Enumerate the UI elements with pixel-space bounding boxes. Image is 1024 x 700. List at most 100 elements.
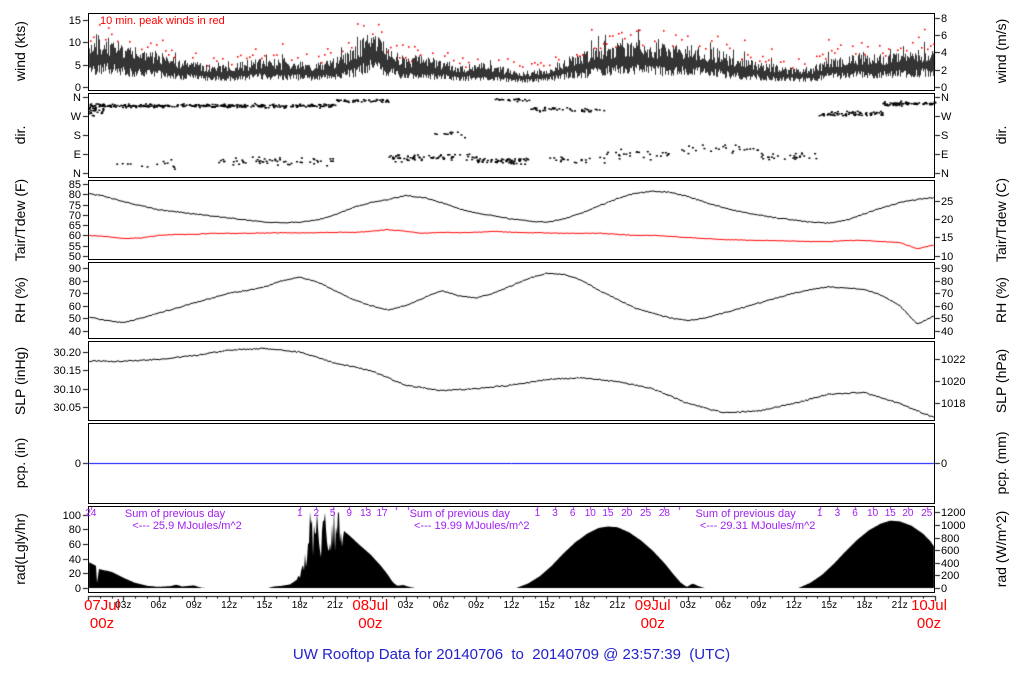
ytick-right-rh: 50 <box>941 312 954 325</box>
ytick-right-rad: 1000 <box>941 519 966 532</box>
ytick-left-rh: 40 <box>68 325 81 338</box>
ytick-left-rad: 60 <box>68 538 81 551</box>
ytick-left-rh: 60 <box>68 300 81 313</box>
time-minor-label: 18z <box>856 600 873 611</box>
ytick-right-temp: 15 <box>941 231 954 244</box>
ytick-left-temp: 85 <box>68 178 81 191</box>
time-major-z: 00z <box>916 615 942 632</box>
ytick-left-slp: 30.10 <box>53 383 81 396</box>
time-major-date: 10Jul <box>911 597 947 614</box>
ytick-right-rad: 200 <box>941 569 960 582</box>
ytick-left-slp: 30.05 <box>53 401 81 414</box>
time-minor-label: 09z <box>750 600 767 611</box>
panel-humidity <box>88 262 935 339</box>
y-axis-label-left-temp: Tair/Tdew (F) <box>12 178 28 262</box>
ytick-right-rad: 1200 <box>941 506 966 519</box>
ytick-left-temp: 50 <box>68 250 81 263</box>
time-minor-label: 18z <box>291 600 308 611</box>
y-axis-label-right-dir: dir. <box>993 125 1009 145</box>
ytick-right-temp: 10 <box>941 250 954 263</box>
panel-wind <box>88 13 935 91</box>
ytick-left-rad: 0 <box>74 582 81 595</box>
ytick-left-wind: 15 <box>68 14 81 27</box>
time-minor-label: 21z <box>326 600 344 611</box>
time-minor-label: 03z <box>115 600 132 611</box>
y-axis-label-left-rh: RH (%) <box>12 277 28 323</box>
ytick-right-dir: W <box>941 110 952 123</box>
y-axis-label-left-dir: dir. <box>12 125 28 145</box>
ytick-left-rad: 40 <box>68 553 81 566</box>
ytick-left-dir: N <box>73 167 81 180</box>
ytick-right-dir: N <box>941 91 949 104</box>
ytick-right-rad: 0 <box>941 582 948 595</box>
ytick-right-wind: 2 <box>941 64 948 77</box>
ytick-left-temp: 80 <box>68 188 81 201</box>
ytick-left-rh: 70 <box>68 287 81 300</box>
panel-temperature <box>88 180 935 260</box>
ytick-left-slp: 30.20 <box>53 346 81 359</box>
ytick-left-pcp: 0 <box>74 457 81 470</box>
y-axis-label-left-rad: rad(Lgly/hr) <box>12 513 28 585</box>
ytick-right-pcp: 0 <box>941 457 948 470</box>
ytick-left-dir: W <box>70 110 81 123</box>
panel-direction <box>88 93 935 178</box>
time-minor-label: 09z <box>468 600 485 611</box>
ytick-right-rad: 400 <box>941 557 960 570</box>
time-minor-label: 21z <box>891 600 908 611</box>
time-minor-label: 06z <box>715 600 732 611</box>
ytick-right-temp: 20 <box>941 213 954 226</box>
ytick-left-wind: 0 <box>74 81 81 94</box>
ytick-left-temp: 75 <box>68 199 81 212</box>
y-axis-label-right-wind: wind (m/s) <box>993 18 1009 84</box>
ytick-left-slp: 30.15 <box>53 364 81 377</box>
time-minor-label: 09z <box>185 600 202 611</box>
y-axis-label-left-slp: SLP (inHg) <box>12 346 28 416</box>
ytick-right-slp: 1020 <box>941 375 966 388</box>
ytick-right-dir: N <box>941 167 949 180</box>
time-minor-label: 15z <box>256 600 273 611</box>
ytick-left-wind: 5 <box>74 59 81 72</box>
ytick-right-slp: 1022 <box>941 353 966 366</box>
time-minor-label: 06z <box>150 600 167 611</box>
ytick-left-temp: 60 <box>68 229 81 242</box>
y-axis-label-left-pcp: pcp. (in) <box>12 437 28 489</box>
y-axis-label-left-wind: wind (kts) <box>12 21 28 81</box>
ytick-left-rad: 80 <box>68 523 81 536</box>
time-minor-label: 03z <box>679 600 697 611</box>
time-minor-label: 15z <box>821 600 838 611</box>
time-minor-label: 03z <box>397 600 414 611</box>
time-minor-label: 15z <box>538 600 555 611</box>
ytick-left-rh: 90 <box>68 262 81 275</box>
time-major-z: 00z <box>358 615 383 632</box>
time-minor-label: 12z <box>503 600 520 611</box>
ytick-left-dir: E <box>73 148 81 161</box>
ytick-right-wind: 8 <box>941 12 948 25</box>
ytick-left-rh: 50 <box>68 312 81 325</box>
chart-title: UW Rooftop Data for 20140706 to 20140709… <box>292 646 731 663</box>
ytick-left-rad: 100 <box>62 509 81 522</box>
y-axis-label-right-rh: RH (%) <box>993 277 1009 323</box>
y-axis-label-right-pcp: pcp. (mm) <box>993 431 1009 495</box>
ytick-right-temp: 25 <box>941 195 954 208</box>
ytick-left-temp: 70 <box>68 209 81 222</box>
ytick-right-rh: 40 <box>941 325 954 338</box>
time-minor-label: 12z <box>221 600 238 611</box>
time-minor-label: 18z <box>574 600 591 611</box>
ytick-right-rh: 80 <box>941 275 954 288</box>
ytick-left-dir: N <box>73 91 81 104</box>
y-axis-label-right-temp: Tair/Tdew (C) <box>993 177 1009 263</box>
time-major-date: 07Jul <box>84 597 120 614</box>
ytick-right-wind: 0 <box>941 81 948 94</box>
ytick-left-temp: 65 <box>68 219 81 232</box>
time-major-z: 00z <box>640 615 665 632</box>
ytick-left-rh: 80 <box>68 275 81 288</box>
ytick-right-rad: 800 <box>941 532 960 545</box>
time-minor-label: 06z <box>432 600 449 611</box>
time-major-date: 08Jul <box>352 597 389 614</box>
ytick-left-rad: 20 <box>68 567 81 580</box>
time-minor-label: 21z <box>609 600 626 611</box>
ytick-right-wind: 4 <box>941 46 948 59</box>
time-minor-label: 12z <box>785 600 802 611</box>
ytick-left-temp: 55 <box>68 240 81 253</box>
